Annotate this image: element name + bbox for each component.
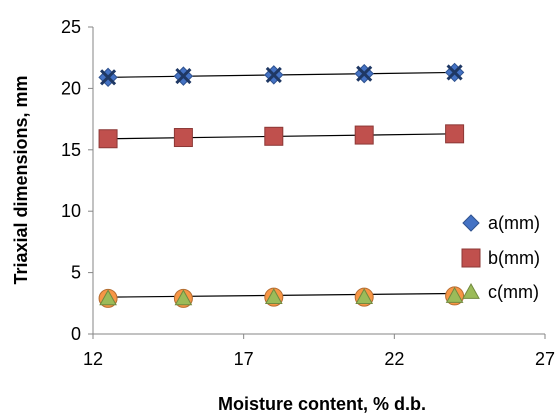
plot-area — [98, 62, 465, 308]
y-tick-label: 15 — [61, 140, 81, 160]
legend-label: c(mm) — [488, 282, 539, 302]
legend-label: b(mm) — [488, 248, 540, 268]
data-point — [98, 129, 118, 149]
data-point-overlay — [175, 68, 192, 85]
data-point — [264, 288, 283, 305]
data-point — [99, 289, 117, 306]
legend-marker — [462, 214, 480, 232]
y-axis-title: Triaxial dimensions, mm — [11, 75, 31, 284]
legend-marker — [461, 248, 481, 268]
legend: a(mm) b(mm) c(mm) — [461, 213, 540, 302]
y-tick-label: 25 — [61, 17, 81, 37]
x-tick-label: 27 — [535, 349, 555, 369]
data-point-overlay — [100, 69, 117, 86]
axes — [92, 27, 545, 335]
y-tick-label: 5 — [71, 263, 81, 283]
data-point-overlay — [356, 65, 373, 82]
data-point-overlay — [446, 64, 463, 81]
y-tick-label: 20 — [61, 78, 81, 98]
data-point — [445, 286, 464, 303]
y-tick-label: 0 — [71, 324, 81, 344]
y-tick-label: 10 — [61, 201, 81, 221]
tick-labels: 0 5 10 15 20 25 12 17 22 27 — [61, 17, 555, 369]
data-point — [173, 128, 193, 148]
data-point — [354, 125, 374, 145]
data-point-overlay — [265, 66, 282, 83]
data-point — [355, 288, 374, 305]
x-tick-label: 22 — [384, 349, 404, 369]
x-tick-label: 12 — [83, 349, 103, 369]
x-axis-title: Moisture content, % d.b. — [218, 394, 426, 414]
legend-label: a(mm) — [488, 213, 540, 233]
data-point — [264, 126, 284, 146]
data-point — [445, 124, 465, 144]
x-tick-label: 17 — [234, 349, 254, 369]
legend-marker — [462, 282, 480, 299]
data-point — [174, 289, 193, 306]
